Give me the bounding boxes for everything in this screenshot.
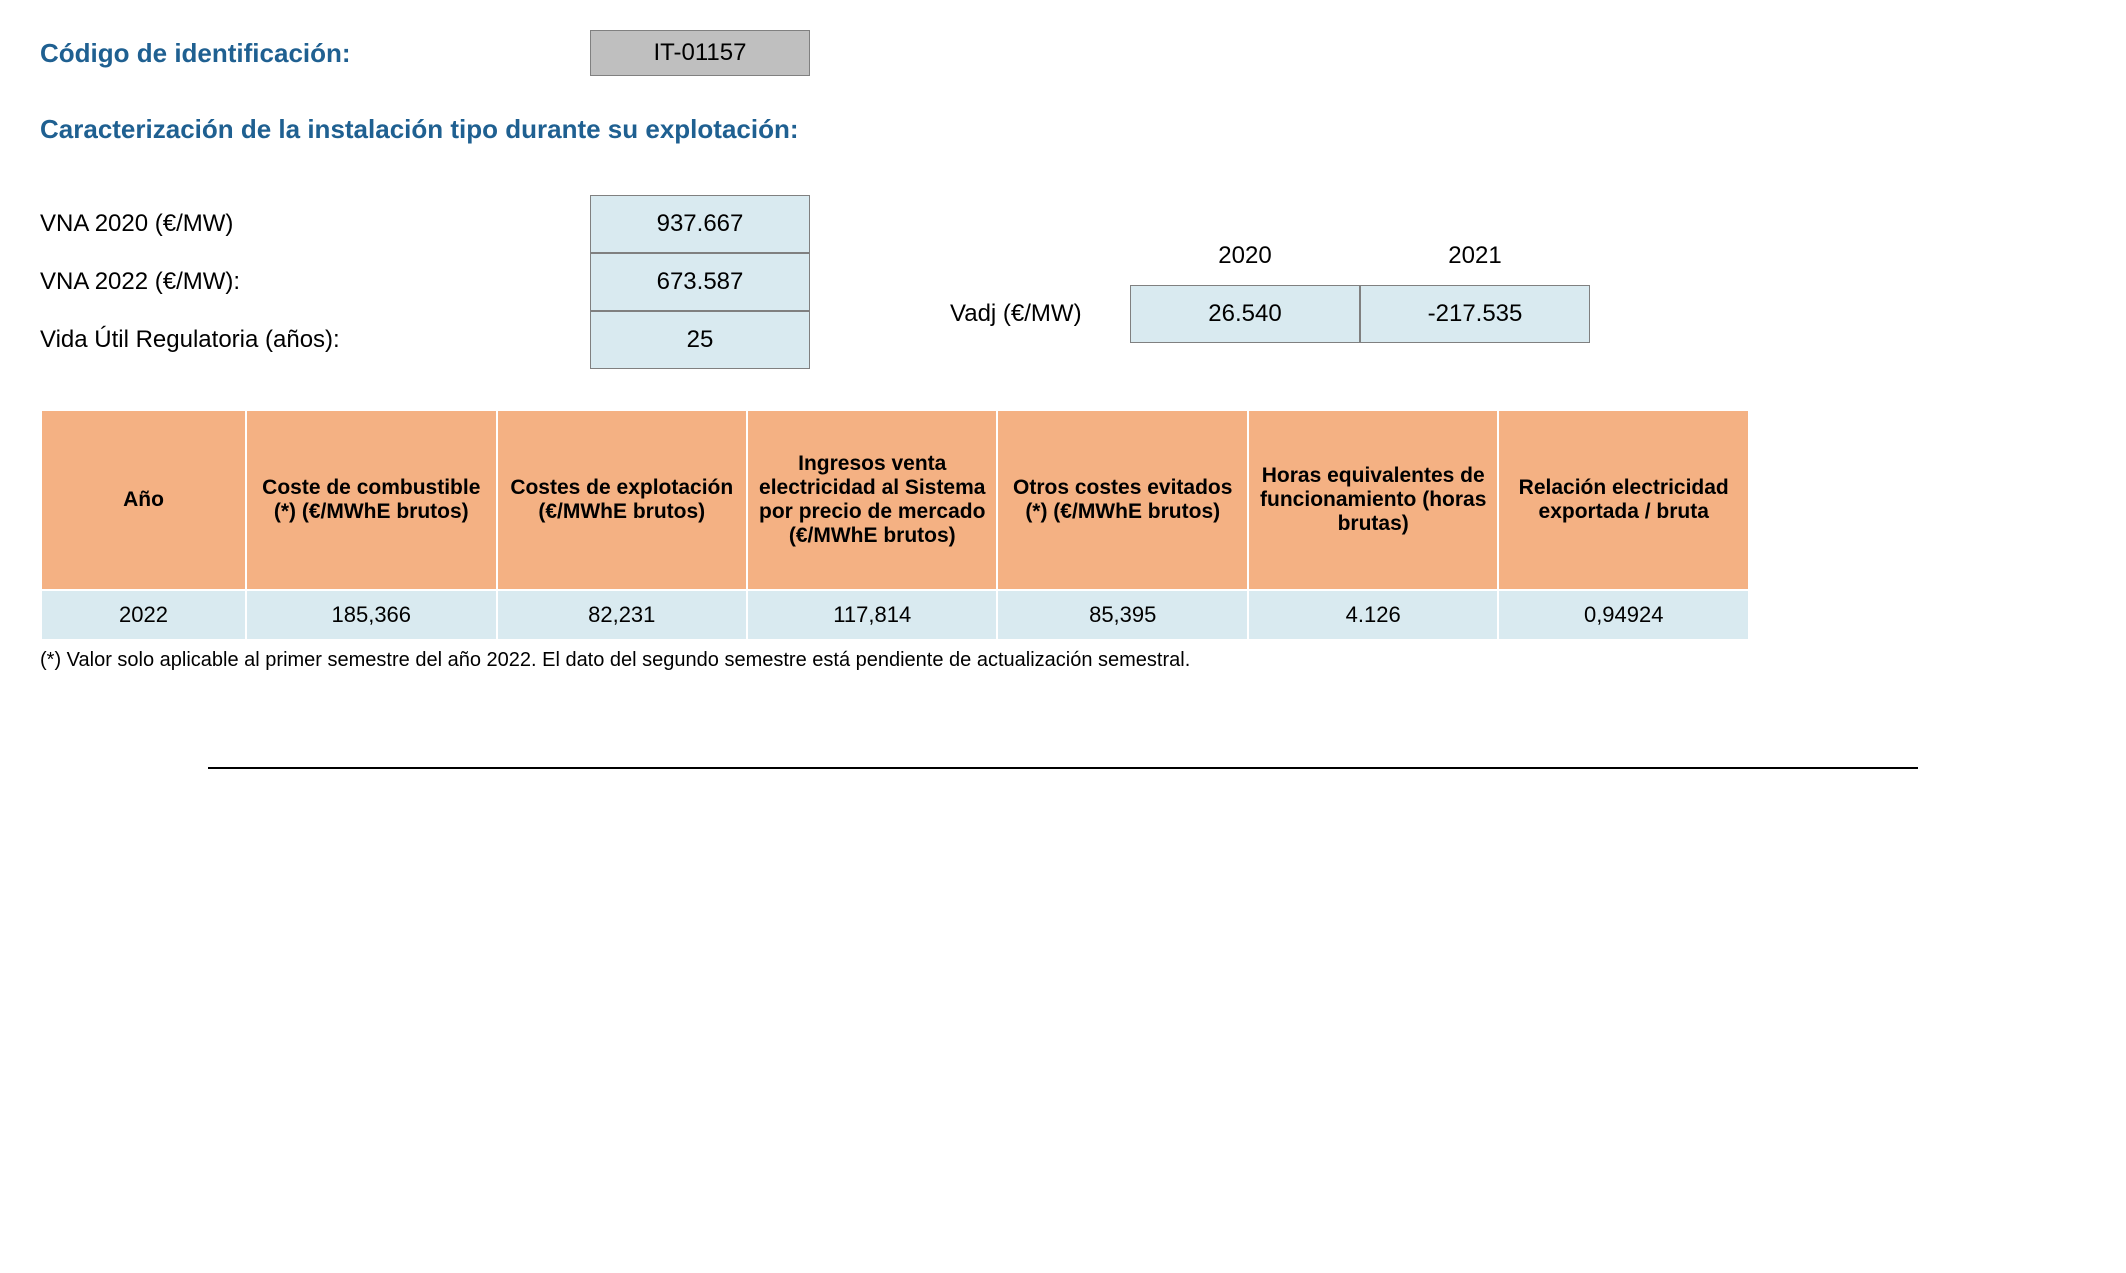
code-label: Código de identificación: [40,38,590,69]
vadj-value-2: -217.535 [1360,285,1590,343]
code-value-box: IT-01157 [590,30,810,76]
section-divider [208,767,1918,769]
th-fuel-cost: Coste de combustible (*) (€/MWhE brutos) [246,410,496,590]
vadj-label: Vadj (€/MW) [950,300,1130,328]
vadj-year-2: 2021 [1360,242,1590,270]
vida-value: 25 [590,311,810,369]
table-row: 2022 185,366 82,231 117,814 85,395 4.126… [41,590,1749,640]
th-income: Ingresos venta electricidad al Sistema p… [747,410,997,590]
table-footnote: (*) Valor solo aplicable al primer semes… [40,649,2086,672]
td-avoided-costs: 85,395 [997,590,1247,640]
th-export-ratio: Relación electricidad exportada / bruta [1498,410,1749,590]
vadj-block: 2020 2021 Vadj (€/MW) 26.540 -217.535 [950,195,1590,343]
th-eq-hours: Horas equivalentes de funcionamiento (ho… [1248,410,1498,590]
params-area: VNA 2020 (€/MW) 937.667 VNA 2022 (€/MW):… [40,195,2086,369]
param-row-vida: Vida Útil Regulatoria (años): 25 [40,311,810,369]
td-export-ratio: 0,94924 [1498,590,1749,640]
vadj-values-row: Vadj (€/MW) 26.540 -217.535 [950,285,1590,343]
th-avoided-costs: Otros costes evitados (*) (€/MWhE brutos… [997,410,1247,590]
vna2020-label: VNA 2020 (€/MW) [40,210,590,238]
param-row-vna2020: VNA 2020 (€/MW) 937.667 [40,195,810,253]
vadj-value-1: 26.540 [1130,285,1360,343]
param-row-vna2022: VNA 2022 (€/MW): 673.587 [40,253,810,311]
td-opex: 82,231 [497,590,747,640]
table-header-row: Año Coste de combustible (*) (€/MWhE bru… [41,410,1749,590]
section-subtitle: Caracterización de la instalación tipo d… [40,114,2086,145]
vna2022-label: VNA 2022 (€/MW): [40,268,590,296]
td-income: 117,814 [747,590,997,640]
header-row: Código de identificación: IT-01157 [40,30,2086,76]
th-year: Año [41,410,246,590]
vida-label: Vida Útil Regulatoria (años): [40,326,590,354]
params-left-block: VNA 2020 (€/MW) 937.667 VNA 2022 (€/MW):… [40,195,810,369]
th-opex: Costes de explotación (€/MWhE brutos) [497,410,747,590]
vna2020-value: 937.667 [590,195,810,253]
td-year: 2022 [41,590,246,640]
main-data-table: Año Coste de combustible (*) (€/MWhE bru… [40,409,1750,641]
vadj-years-row: 2020 2021 [950,227,1590,285]
td-eq-hours: 4.126 [1248,590,1498,640]
vadj-year-1: 2020 [1130,242,1360,270]
td-fuel-cost: 185,366 [246,590,496,640]
vna2022-value: 673.587 [590,253,810,311]
